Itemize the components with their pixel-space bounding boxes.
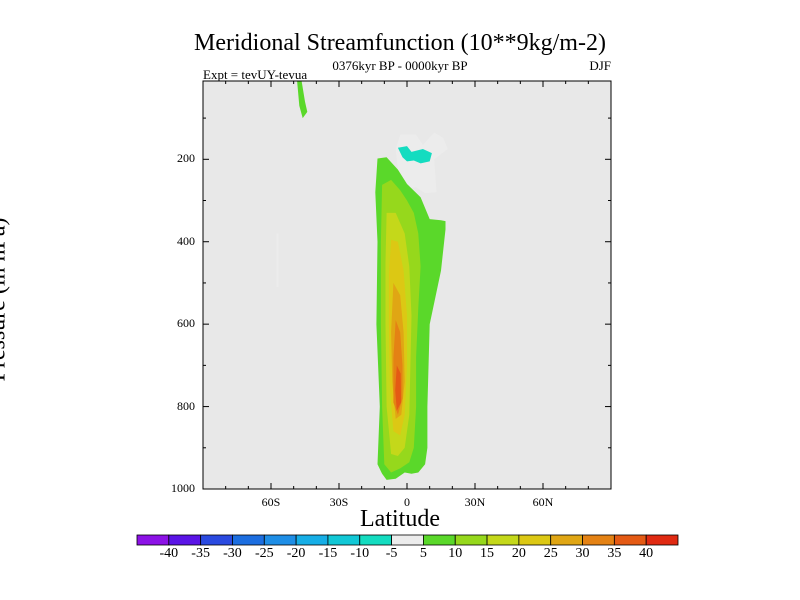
- x-tick-label: 60N: [532, 495, 554, 509]
- y-tick-label: 1000: [171, 481, 195, 495]
- colorbar-swatch: [359, 534, 392, 546]
- colorbar-label: 35: [607, 546, 622, 561]
- period-label: 0376kyr BP - 0000kyr BP: [332, 58, 468, 73]
- colorbar-swatch: [263, 534, 297, 546]
- colorbar-swatch: [613, 534, 647, 546]
- y-tick-label: 200: [177, 151, 195, 166]
- x-tick-label: 30N: [464, 495, 486, 509]
- colorbar-swatch: [518, 534, 552, 546]
- colorbar-swatch: [454, 534, 488, 546]
- colorbar-label: 25: [543, 546, 558, 561]
- colorbar-label: 40: [639, 546, 654, 561]
- region-upper-negative-inner: [397, 146, 432, 164]
- colorbar-label: 20: [511, 546, 526, 561]
- colorbar-label: -30: [223, 546, 242, 561]
- colorbar-swatch: [645, 534, 679, 546]
- experiment-label: Expt = tevUY-tevua: [203, 67, 308, 82]
- colorbar-label: 10: [448, 546, 463, 561]
- colorbar-swatch: [391, 534, 424, 546]
- x-tick-label: 0: [404, 495, 410, 509]
- colorbar-swatch: [486, 534, 520, 546]
- colorbar-swatch: [295, 534, 329, 546]
- colorbar-label: -20: [286, 546, 306, 561]
- colorbar-label: -10: [350, 546, 370, 561]
- colorbar-swatch: [327, 534, 361, 546]
- colorbar-swatch: [136, 534, 170, 546]
- season-label: DJF: [589, 58, 611, 73]
- colorbar-label: 30: [575, 546, 590, 561]
- colorbar-swatch: [168, 534, 202, 546]
- colorbar-label: -15: [318, 546, 338, 561]
- colorbar-label: -25: [254, 546, 274, 561]
- colorbar-swatch: [550, 534, 583, 546]
- colorbar-label: 15: [480, 546, 495, 561]
- region-lower-positive-35: [395, 365, 402, 411]
- colorbar-swatch: [200, 534, 233, 546]
- colorbar-swatch: [232, 534, 265, 546]
- y-tick-label: 600: [177, 316, 195, 331]
- colorbar-label: -5: [385, 546, 398, 561]
- region-45s-upper-positive: [297, 81, 308, 119]
- colorbar-label: -35: [191, 546, 210, 561]
- y-tick-label: 800: [177, 398, 195, 413]
- colorbar-swatch: [423, 534, 456, 546]
- x-axis-title: Latitude: [360, 506, 440, 532]
- colorbar-label: -40: [159, 546, 179, 561]
- region-57s-midlevel-negative: [276, 233, 279, 288]
- x-tick-label: 30S: [329, 495, 349, 509]
- y-tick-label: 400: [177, 233, 195, 248]
- x-tick-label: 60S: [261, 495, 281, 509]
- colorbar-label: 5: [419, 546, 427, 561]
- colorbar-swatch: [582, 534, 615, 546]
- chart-title: Meridional Streamfunction (10**9kg/m-2): [194, 30, 606, 56]
- y-axis-title: Pressure (in hPa): [0, 217, 11, 382]
